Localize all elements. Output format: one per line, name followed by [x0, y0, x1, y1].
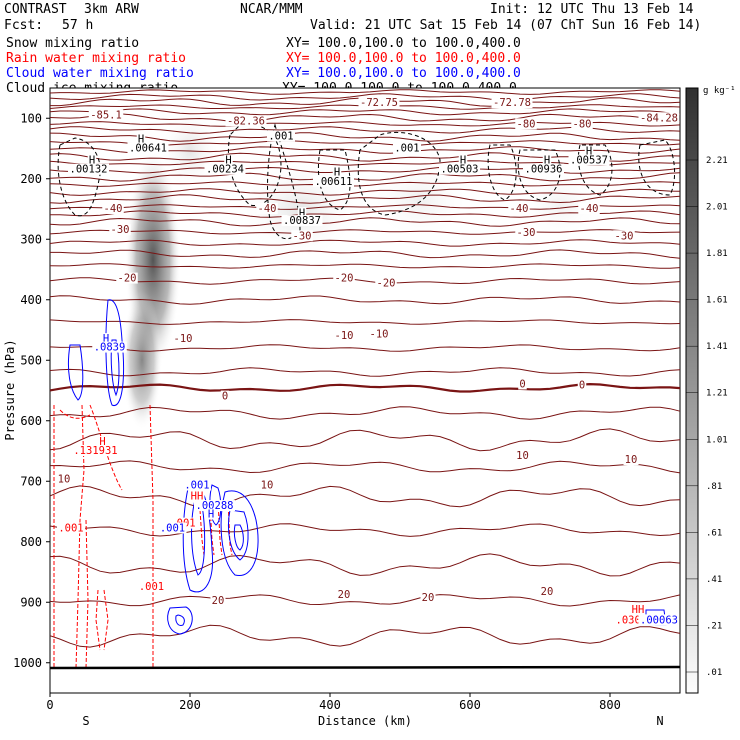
- snow-label: .00503: [441, 164, 479, 176]
- colorbar-label: 1.41: [706, 342, 728, 352]
- isotherm-label: -30: [111, 224, 130, 236]
- isotherm-label: -85.1: [90, 109, 122, 121]
- cloudwater-label: .001: [160, 522, 185, 534]
- colorbar-label: 2.21: [706, 156, 728, 166]
- y-axis-label: Pressure (hPa): [3, 339, 17, 440]
- y-tick-label: 500: [20, 353, 42, 367]
- y-tick-label: 400: [20, 293, 42, 307]
- colorbar-label: 1.21: [706, 389, 728, 399]
- y-tick-label: 100: [20, 111, 42, 125]
- isotherm-label: -40: [510, 203, 529, 215]
- cloudwater-label: .001: [184, 480, 209, 492]
- isotherm-label: -10: [174, 333, 193, 345]
- x-end-label-north: N: [656, 714, 663, 728]
- isotherm-label: -82.36: [227, 115, 265, 127]
- y-tick-label: 900: [20, 595, 42, 609]
- colorbar-label: .01: [706, 668, 722, 678]
- y-tick-label: 700: [20, 474, 42, 488]
- snow-label: .00234: [206, 164, 244, 176]
- x-tick-label: 0: [46, 698, 53, 712]
- x-tick-label: 200: [179, 698, 201, 712]
- cloudwater-label: .00063: [640, 614, 678, 626]
- isotherm-label: 20: [212, 595, 225, 607]
- isotherm-label: 10: [625, 454, 638, 466]
- rain-label: .131931: [73, 445, 117, 457]
- y-tick-label: 600: [20, 414, 42, 428]
- isotherm-label: 10: [261, 480, 274, 492]
- colorbar: 2.21 2.01 1.81 1.61 1.41 1.21 1.01 .81 .61 .41 .21…: [686, 86, 736, 693]
- rain-label: .001: [139, 581, 164, 593]
- cloudwater-label: H: [208, 509, 214, 521]
- y-axis: 100 200 300 400 500 600 700 800 900 1000: [13, 111, 50, 670]
- y-tick-label: 300: [20, 232, 42, 246]
- isotherm-label: -30: [517, 227, 536, 239]
- isotherm-label: -72.78: [493, 97, 531, 109]
- isotherm-label: 0: [579, 380, 585, 392]
- colorbar-label: 1.81: [706, 249, 728, 259]
- isotherm-label: 20: [338, 589, 351, 601]
- isotherm-label: 20: [422, 592, 435, 604]
- isotherm-label: -30: [293, 230, 312, 242]
- isotherm-label: 0: [222, 391, 228, 403]
- snow-label: .001: [268, 130, 293, 142]
- isotherm-label: 0: [519, 378, 525, 390]
- y-tick-label: 800: [20, 535, 42, 549]
- colorbar-label: .61: [706, 528, 722, 538]
- snow-label: .001: [394, 143, 419, 155]
- snow-label: .00641: [129, 143, 167, 155]
- snow-label: .00132: [70, 164, 108, 176]
- isotherm-label: -84.28: [640, 112, 678, 124]
- x-tick-label: 400: [319, 698, 341, 712]
- isotherm-label: -10: [370, 328, 389, 340]
- x-tick-label: 800: [599, 698, 621, 712]
- surface-line: [50, 667, 680, 668]
- isotherm-label: 10: [58, 473, 71, 485]
- y-tick-label: 1000: [13, 656, 42, 670]
- colorbar-label: 1.61: [706, 296, 728, 306]
- isotherm-label: -20: [335, 273, 354, 285]
- x-axis-label: Distance (km): [318, 714, 412, 728]
- isotherm-label: -20: [377, 277, 396, 289]
- x-tick-label: 600: [459, 698, 481, 712]
- isotherm-label: -20: [118, 273, 137, 285]
- isotherm-label: -40: [258, 203, 277, 215]
- isotherm-label: -40: [580, 203, 599, 215]
- isotherm-label: 10: [516, 450, 529, 462]
- colorbar-label: .41: [706, 575, 722, 585]
- isotherm-label: -10: [335, 330, 354, 342]
- isotherm-label: -80: [573, 118, 592, 130]
- colorbar-unit: g kg⁻¹: [703, 86, 736, 96]
- isotherm-label: 20: [541, 586, 554, 598]
- isotherm-label: -80: [517, 118, 536, 130]
- y-tick-label: 200: [20, 172, 42, 186]
- isotherm-label: -30: [615, 230, 634, 242]
- snow-label: .00611: [315, 176, 353, 188]
- cross-section-chart: 1002003004005006007008009001000 0 200 400 6…: [0, 0, 740, 740]
- colorbar-label: .21: [706, 621, 722, 631]
- rain-label: .001: [58, 522, 83, 534]
- snow-label: .00837: [283, 215, 321, 227]
- isotherm-label: -40: [104, 203, 123, 215]
- cloudwater-label: .0839: [94, 342, 126, 354]
- snow-label: .00936: [525, 164, 563, 176]
- colorbar-label: 2.01: [706, 203, 728, 213]
- colorbar-label: 1.01: [706, 435, 728, 445]
- isotherm-label: -72.75: [360, 97, 398, 109]
- x-axis: 0 200 400 600 800: [46, 693, 620, 712]
- colorbar-label: .81: [706, 482, 722, 492]
- x-end-label-south: S: [82, 714, 89, 728]
- snow-label: .00537: [570, 155, 608, 167]
